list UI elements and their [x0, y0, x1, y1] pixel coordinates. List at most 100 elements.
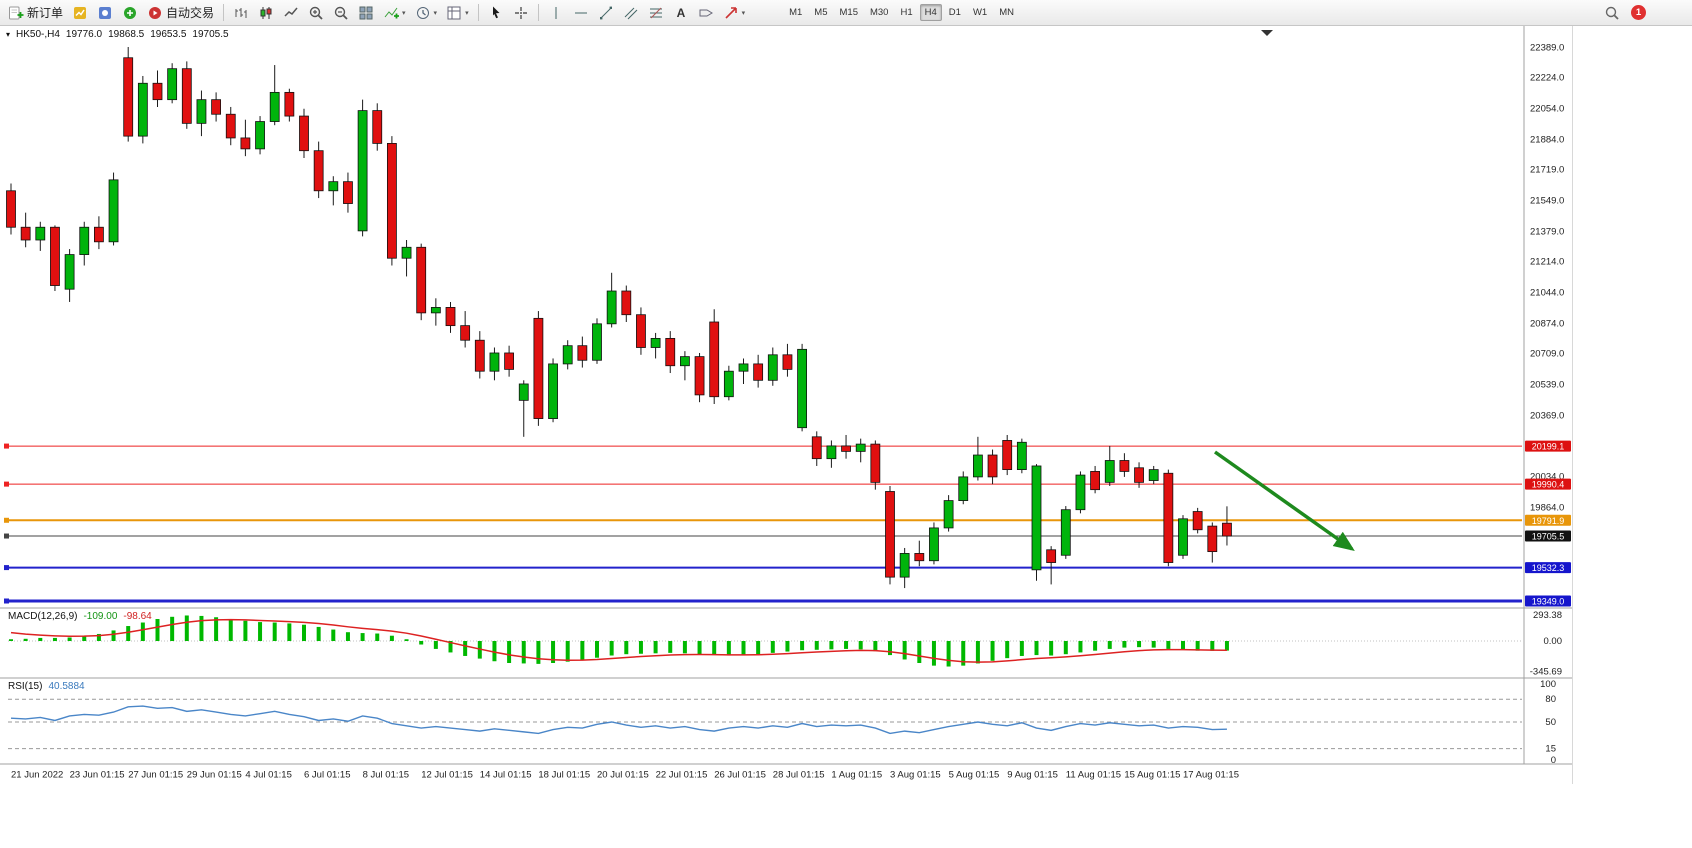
candle: [606, 272, 617, 328]
macd-indicator-label: MACD(12,26,9) -109.00 -98.64: [8, 611, 152, 622]
candle-body: [386, 143, 397, 259]
timeframe-button[interactable]: D1: [944, 4, 966, 21]
timeframe-button[interactable]: W1: [968, 4, 992, 21]
line-chart-button[interactable]: [279, 2, 303, 23]
trend-arrow-annotation[interactable]: [1213, 450, 1355, 552]
candle-body: [870, 443, 881, 483]
zoom-out-button[interactable]: [329, 2, 353, 23]
macd-signal-value: -98.64: [123, 611, 152, 622]
timeframe-button[interactable]: M1: [784, 4, 807, 21]
price-badge-label: 19532.3: [1532, 563, 1565, 573]
candle: [1090, 465, 1100, 494]
candle: [709, 309, 720, 405]
search-button[interactable]: [1600, 2, 1624, 23]
toolbox-button[interactable]: [118, 2, 142, 23]
timeframe-button[interactable]: M30: [865, 4, 893, 21]
candle: [899, 547, 910, 589]
candle-body: [372, 110, 383, 144]
indicators-button[interactable]: ▾: [379, 2, 410, 23]
candle: [430, 298, 441, 326]
crosshair-button[interactable]: [509, 2, 533, 23]
candle-body: [709, 321, 720, 398]
candle-body: [6, 190, 16, 228]
candle-body: [94, 226, 104, 243]
candle-body: [64, 254, 75, 290]
candle-body: [797, 348, 807, 429]
level-line-handle[interactable]: [4, 443, 9, 449]
candle: [137, 75, 148, 144]
fibonacci-button[interactable]: [644, 2, 668, 23]
candle: [240, 119, 251, 157]
candle-body: [1090, 471, 1100, 491]
level-line-handle[interactable]: [4, 517, 9, 523]
price-badge: [1525, 478, 1571, 490]
candle: [1016, 438, 1027, 474]
horizontal-line-icon: [574, 12, 587, 13]
bar-chart-button[interactable]: [229, 2, 253, 23]
candle-body: [137, 82, 148, 137]
level-line-handle[interactable]: [4, 598, 9, 604]
candlestick-button[interactable]: [254, 2, 278, 23]
level-line-handle[interactable]: [4, 481, 9, 487]
candle-body: [518, 383, 529, 401]
price-axis-label: 22054.0: [1530, 104, 1564, 115]
cursor-button[interactable]: [484, 2, 508, 23]
candle-body: [1119, 460, 1130, 472]
channel-button[interactable]: [619, 2, 643, 23]
vertical-line-button[interactable]: [544, 2, 568, 23]
candle-body: [1075, 474, 1086, 511]
candle-body: [108, 179, 119, 243]
timeframe-button[interactable]: H1: [895, 4, 917, 21]
timeframe-button[interactable]: M5: [809, 4, 832, 21]
label-button[interactable]: [694, 2, 718, 23]
candle: [767, 347, 778, 386]
tile-windows-button[interactable]: [354, 2, 378, 23]
market-watch-button[interactable]: [68, 2, 92, 23]
timeframe-button[interactable]: MN: [994, 4, 1019, 21]
timeframe-button[interactable]: M15: [835, 4, 863, 21]
chart-shift-marker[interactable]: [1261, 30, 1273, 36]
chart-expand-icon[interactable]: ▾: [6, 30, 11, 39]
notification-badge[interactable]: 1: [1631, 5, 1646, 20]
price-badge: [1525, 562, 1571, 574]
time-axis-label: 5 Aug 01:15: [949, 770, 1000, 781]
navigator-icon: [99, 6, 112, 19]
candle: [1031, 464, 1042, 581]
candle: [548, 358, 558, 423]
candle: [79, 221, 90, 266]
candle: [445, 301, 456, 333]
candle-body: [1104, 460, 1115, 483]
candle: [152, 70, 163, 107]
new-order-button[interactable]: 新订单: [4, 2, 67, 23]
candle: [914, 540, 925, 567]
trendline-button[interactable]: [594, 2, 618, 23]
timeframe-button[interactable]: H4: [919, 4, 942, 21]
horizontal-line-button[interactable]: [569, 2, 593, 23]
chart-background: [0, 26, 1572, 784]
periods-button[interactable]: ▾: [411, 2, 442, 23]
candle-body: [650, 337, 661, 348]
auto-trading-button[interactable]: 自动交易: [143, 2, 218, 23]
templates-button[interactable]: ▾: [442, 2, 473, 23]
candle: [372, 103, 383, 151]
text-button[interactable]: A: [669, 2, 693, 23]
time-axis-label: 18 Jul 01:15: [538, 770, 590, 781]
arrows-button[interactable]: ▾: [719, 2, 750, 23]
candle: [1178, 515, 1188, 559]
navigator-button[interactable]: [93, 2, 117, 23]
label-icon: [699, 9, 713, 16]
autotrading-icon: [149, 6, 162, 19]
price-axis-label: 22389.0: [1530, 43, 1564, 54]
candle-body: [885, 491, 895, 578]
zoom-in-button[interactable]: [304, 2, 328, 23]
chart-canvas[interactable]: 22389.0 22224.0 22054.0 21884.0 21719.0 21549…: [0, 26, 1572, 784]
candle-body: [826, 445, 837, 460]
candle-body: [694, 356, 705, 396]
cursor-icon: [492, 6, 500, 18]
candle: [577, 336, 588, 368]
candle-body: [196, 99, 207, 124]
time-axis-label: 21 Jun 2022: [11, 770, 63, 781]
level-line-handle[interactable]: [4, 565, 9, 571]
level-line-handle[interactable]: [4, 533, 9, 539]
candle-body: [1060, 509, 1071, 556]
